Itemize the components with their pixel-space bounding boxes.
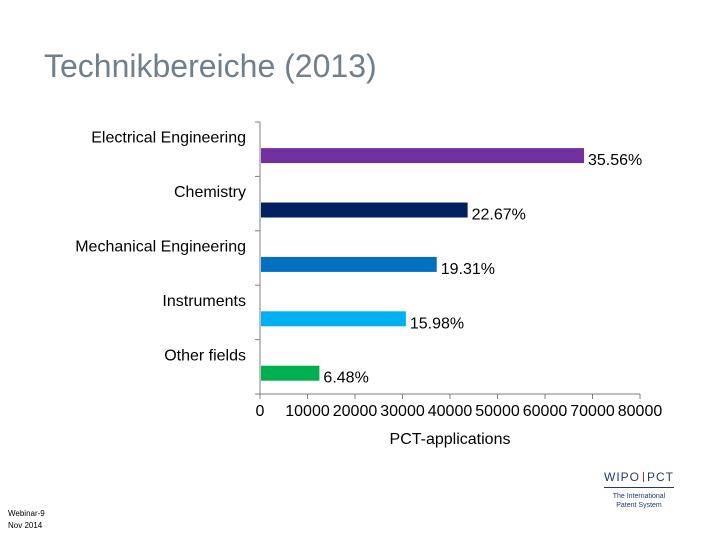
data-label: 35.56% — [588, 152, 642, 169]
x-tick-label: 10000 — [285, 403, 330, 420]
category-label: Mechanical Engineering — [75, 238, 246, 255]
x-tick-label: 20000 — [333, 403, 378, 420]
bar — [261, 202, 468, 218]
x-tick-label: 80000 — [618, 403, 663, 420]
data-label: 22.67% — [472, 207, 526, 224]
x-axis-title: PCT-applications — [390, 431, 511, 448]
footer-text: Webinar-9 Nov 2014 — [8, 508, 45, 532]
x-tick-label: 40000 — [428, 403, 473, 420]
bar — [261, 148, 584, 164]
bar — [261, 256, 437, 272]
slide-title: Technikbereiche (2013) — [44, 48, 377, 84]
footer-date: Nov 2014 — [8, 521, 43, 530]
bar — [261, 311, 406, 327]
x-tick-label: 70000 — [570, 403, 615, 420]
logo-pct-text: PCT — [647, 470, 674, 484]
data-label: 15.98% — [410, 315, 464, 332]
logo-wipo-text: WIPO — [604, 470, 640, 484]
category-label: Other fields — [164, 347, 246, 364]
data-label: 6.48% — [323, 370, 368, 387]
logo-subtitle-1: The International — [612, 493, 666, 500]
x-tick-label: 50000 — [475, 403, 520, 420]
wipo-pct-logo: WIPO PCT The International Patent System — [598, 470, 680, 510]
footer-webinar: Webinar-9 — [8, 509, 45, 518]
bar — [261, 365, 320, 381]
category-label: Electrical Engineering — [91, 130, 246, 147]
category-label: Chemistry — [174, 184, 246, 201]
category-label: Instruments — [162, 293, 246, 310]
x-tick-label: 60000 — [523, 403, 568, 420]
logo-subtitle-2: Patent System — [616, 502, 662, 509]
data-label: 19.31% — [441, 261, 495, 278]
x-tick-label: 0 — [256, 403, 265, 420]
x-tick-label: 30000 — [380, 403, 425, 420]
